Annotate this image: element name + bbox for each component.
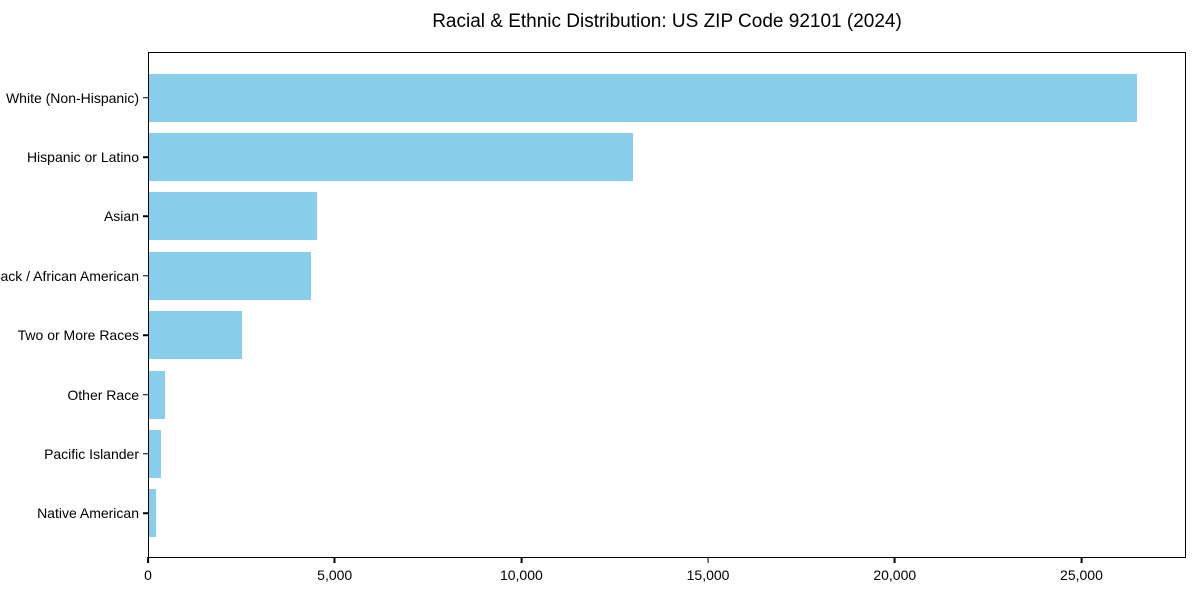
category-label: Pacific Islander [44, 445, 139, 462]
y-tick-mark [143, 453, 149, 455]
y-tick-mark [143, 334, 149, 336]
bar-row: Pacific Islander [44, 424, 1185, 483]
x-tick-label: 0 [144, 567, 152, 583]
x-tick: 15,000 [686, 557, 730, 583]
x-tick-mark [333, 557, 336, 563]
y-tick-mark [143, 96, 149, 99]
bar-row: Native American [37, 484, 1185, 543]
x-axis: 0 5,000 10,000 15,000 20,000 25,000 [144, 557, 1186, 587]
bar-rows: White (Non-Hispanic) Hispanic or Latino As… [0, 68, 1185, 543]
bar [149, 311, 243, 360]
bar-row: Asian [104, 187, 1185, 246]
bar-row: Hispanic or Latino [27, 127, 1185, 186]
x-tick: 5,000 [317, 557, 352, 583]
bar [149, 370, 166, 419]
x-tick: 20,000 [873, 557, 916, 583]
x-tick: 25,000 [1060, 557, 1103, 583]
x-tick-label: 10,000 [499, 567, 543, 583]
category-label: Hispanic or Latino [26, 149, 139, 166]
x-tick-mark [147, 557, 149, 563]
y-tick-mark [143, 215, 149, 218]
x-tick-label: 15,000 [686, 567, 730, 583]
y-tick-mark [143, 275, 149, 277]
plot-area: White (Non-Hispanic) Hispanic or Latino As… [0, 52, 1186, 558]
bar-row: Other Race [67, 365, 1185, 424]
x-tick-mark [1080, 557, 1083, 563]
x-tick-mark [893, 557, 896, 563]
x-tick: 10,000 [500, 557, 543, 583]
chart-title: Racial & Ethnic Distribution: US ZIP Cod… [432, 11, 902, 32]
category-label: Two or More Races [17, 327, 139, 344]
bar [149, 251, 312, 300]
x-tick-label: 25,000 [1060, 567, 1103, 583]
x-tick: 0 [144, 557, 152, 583]
bar [149, 489, 157, 538]
x-tick-label: 20,000 [873, 567, 917, 583]
y-tick-mark [143, 512, 149, 515]
category-label: Asian [103, 208, 139, 225]
x-tick-mark [520, 557, 523, 563]
bar [149, 73, 1137, 122]
category-label: White (Non-Hispanic) [5, 89, 139, 106]
bar-row: Two or More Races [18, 306, 1185, 365]
x-tick-label: 5,000 [317, 567, 353, 583]
bar-row: White (Non-Hispanic) [6, 68, 1185, 127]
x-tick-mark [707, 557, 709, 563]
bar [149, 192, 317, 241]
category-label: Other Race [67, 386, 139, 403]
y-tick-mark [143, 156, 149, 158]
bar-row: Black / African American [0, 246, 1185, 305]
bar [149, 429, 161, 478]
category-label: Black / African American [0, 267, 139, 284]
category-label: Native American [37, 505, 139, 522]
y-tick-mark [143, 393, 149, 396]
bar [149, 133, 634, 182]
